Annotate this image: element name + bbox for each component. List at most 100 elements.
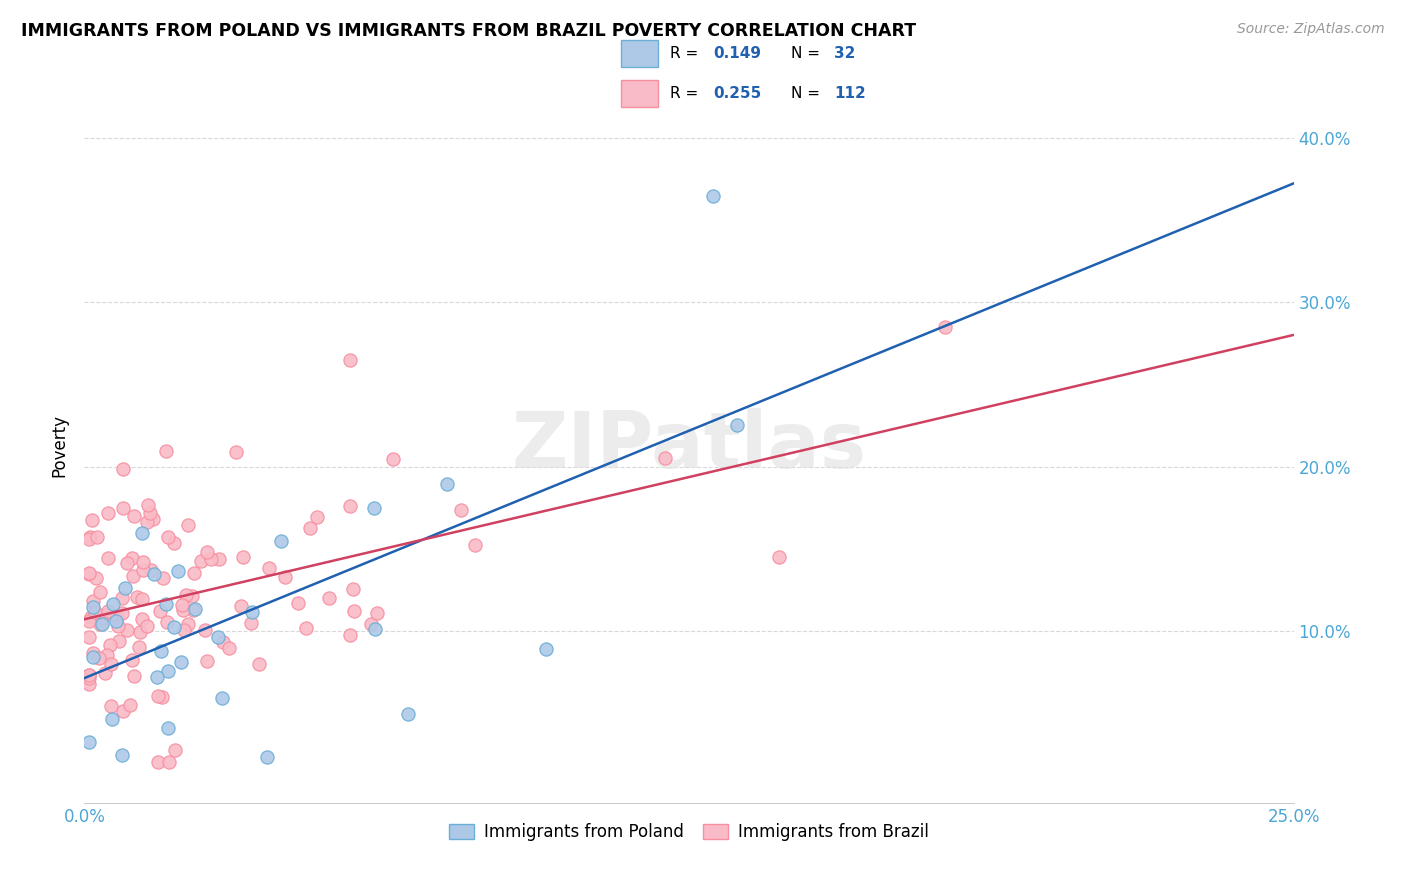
- Point: [155, 444, 177, 458]
- Point: [131, 555, 153, 569]
- Point: [84, 606, 107, 620]
- Point: [128, 640, 150, 655]
- Point: [382, 451, 405, 466]
- Point: [86, 530, 108, 544]
- Point: [149, 644, 172, 658]
- Point: [111, 747, 134, 762]
- Point: [77, 667, 100, 681]
- Text: R =: R =: [671, 45, 703, 61]
- Point: [177, 517, 200, 532]
- Point: [115, 624, 138, 638]
- Point: [77, 566, 100, 581]
- Point: [139, 564, 162, 578]
- Point: [218, 640, 240, 655]
- Point: [172, 603, 194, 617]
- Point: [464, 538, 486, 552]
- Point: [173, 623, 195, 637]
- Point: [318, 591, 340, 606]
- Point: [190, 553, 212, 567]
- Point: [105, 610, 128, 624]
- Point: [157, 721, 180, 735]
- Point: [94, 666, 117, 681]
- Text: 112: 112: [834, 87, 866, 102]
- Point: [146, 689, 169, 703]
- Point: [240, 606, 263, 620]
- Point: [360, 616, 382, 631]
- Point: [121, 550, 143, 565]
- Point: [89, 584, 111, 599]
- Text: N =: N =: [792, 45, 825, 61]
- Point: [146, 670, 169, 684]
- Point: [287, 596, 309, 610]
- Point: [132, 563, 155, 577]
- Point: [100, 699, 122, 714]
- Point: [131, 591, 153, 606]
- Text: 0.149: 0.149: [714, 45, 762, 61]
- Point: [363, 501, 385, 516]
- Point: [100, 657, 122, 671]
- Point: [232, 549, 254, 564]
- Point: [157, 664, 180, 678]
- Point: [96, 648, 118, 662]
- Point: [339, 499, 361, 513]
- Point: [77, 566, 100, 581]
- Point: [299, 521, 322, 535]
- Point: [702, 189, 724, 203]
- Point: [177, 617, 200, 632]
- Point: [295, 621, 318, 635]
- Point: [150, 690, 173, 704]
- Point: [110, 591, 132, 605]
- Point: [725, 418, 748, 433]
- Point: [121, 569, 143, 583]
- Point: [82, 594, 104, 608]
- Point: [112, 501, 135, 516]
- Point: [163, 619, 186, 633]
- Point: [167, 564, 190, 578]
- Point: [128, 624, 150, 639]
- Point: [142, 512, 165, 526]
- Point: [103, 597, 125, 611]
- Point: [207, 630, 229, 644]
- Point: [77, 614, 100, 628]
- Bar: [621, 39, 658, 67]
- Point: [208, 552, 231, 566]
- Point: [125, 590, 148, 604]
- Point: [146, 755, 169, 769]
- Point: [86, 571, 108, 585]
- Point: [93, 607, 115, 622]
- Point: [339, 628, 361, 642]
- Point: [77, 671, 100, 685]
- Point: [184, 602, 207, 616]
- Point: [163, 535, 186, 549]
- Point: [143, 566, 166, 581]
- Point: [82, 650, 104, 665]
- Point: [240, 616, 263, 631]
- Point: [135, 619, 157, 633]
- Legend: Immigrants from Poland, Immigrants from Brazil: Immigrants from Poland, Immigrants from …: [441, 817, 936, 848]
- Point: [934, 320, 956, 334]
- Point: [256, 750, 278, 764]
- Point: [97, 506, 120, 520]
- Point: [274, 569, 297, 583]
- Point: [77, 667, 100, 681]
- Point: [79, 530, 101, 544]
- Text: Source: ZipAtlas.com: Source: ZipAtlas.com: [1237, 22, 1385, 37]
- Point: [136, 515, 159, 529]
- Point: [114, 581, 136, 595]
- Point: [111, 704, 134, 718]
- Point: [149, 604, 172, 618]
- Point: [87, 650, 110, 665]
- Point: [152, 571, 174, 585]
- Point: [82, 600, 104, 615]
- Point: [107, 618, 129, 632]
- Point: [157, 530, 180, 544]
- Point: [77, 630, 100, 644]
- Point: [79, 533, 101, 547]
- Point: [165, 743, 187, 757]
- Point: [364, 622, 387, 636]
- Point: [342, 582, 364, 597]
- Text: R =: R =: [671, 87, 703, 102]
- Point: [82, 514, 104, 528]
- Point: [155, 597, 177, 611]
- Point: [77, 677, 100, 691]
